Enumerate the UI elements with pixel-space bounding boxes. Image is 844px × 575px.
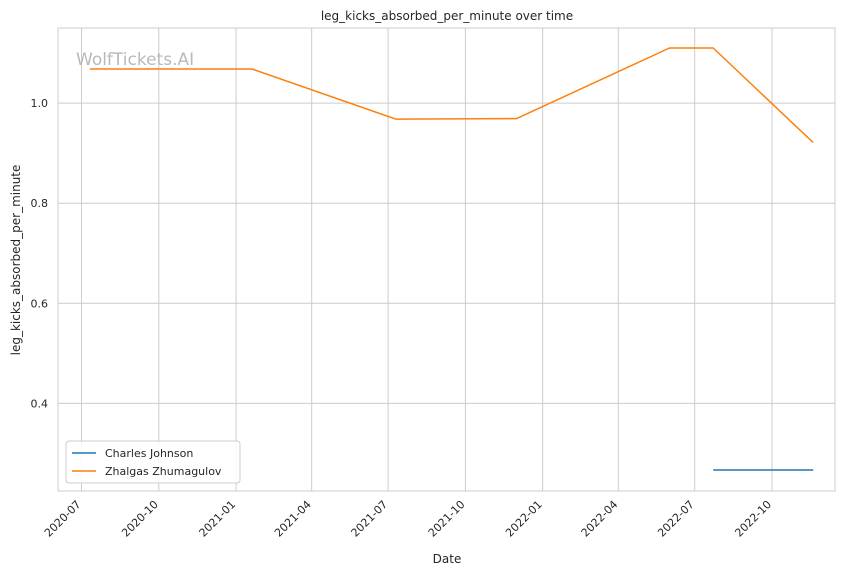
y-tick-label: 0.6	[31, 297, 49, 310]
x-tick-label: 2022-07	[655, 498, 697, 540]
grid-lines	[58, 28, 835, 491]
chart-title: leg_kicks_absorbed_per_minute over time	[321, 9, 573, 23]
x-tick-label: 2021-04	[272, 498, 314, 540]
y-tick-label: 0.4	[31, 397, 49, 410]
y-tick-labels: 0.4 0.6 0.8 1.0	[31, 97, 49, 410]
x-tick-label: 2020-07	[42, 498, 84, 540]
y-tick-label: 0.8	[31, 197, 49, 210]
legend-label-zhalgas-zhumagulov: Zhalgas Zhumagulov	[105, 465, 222, 478]
y-tick-label: 1.0	[31, 97, 49, 110]
x-tick-label: 2020-10	[119, 498, 161, 540]
series-line-zhalgas-zhumagulov	[89, 47, 814, 144]
y-axis-title: leg_kicks_absorbed_per_minute	[9, 165, 23, 356]
x-axis-title: Date	[433, 552, 462, 566]
watermark-text: WolfTickets.AI	[76, 50, 194, 70]
legend-label-charles-johnson: Charles Johnson	[105, 447, 193, 460]
plot-area-frame	[57, 27, 836, 492]
x-tick-label: 2021-10	[426, 498, 468, 540]
series-lines	[89, 47, 814, 471]
legend: Charles Johnson Zhalgas Zhumagulov	[65, 440, 241, 484]
x-tick-label: 2022-04	[579, 498, 621, 540]
legend-box	[65, 440, 241, 484]
x-tick-label: 2022-01	[503, 498, 545, 540]
x-tick-label: 2021-01	[197, 498, 239, 540]
x-tick-label: 2022-10	[732, 498, 774, 540]
x-tick-label: 2021-07	[349, 498, 391, 540]
x-tick-labels: 2020-07 2020-10 2021-01 2021-04 2021-07 2021-…	[42, 498, 774, 540]
